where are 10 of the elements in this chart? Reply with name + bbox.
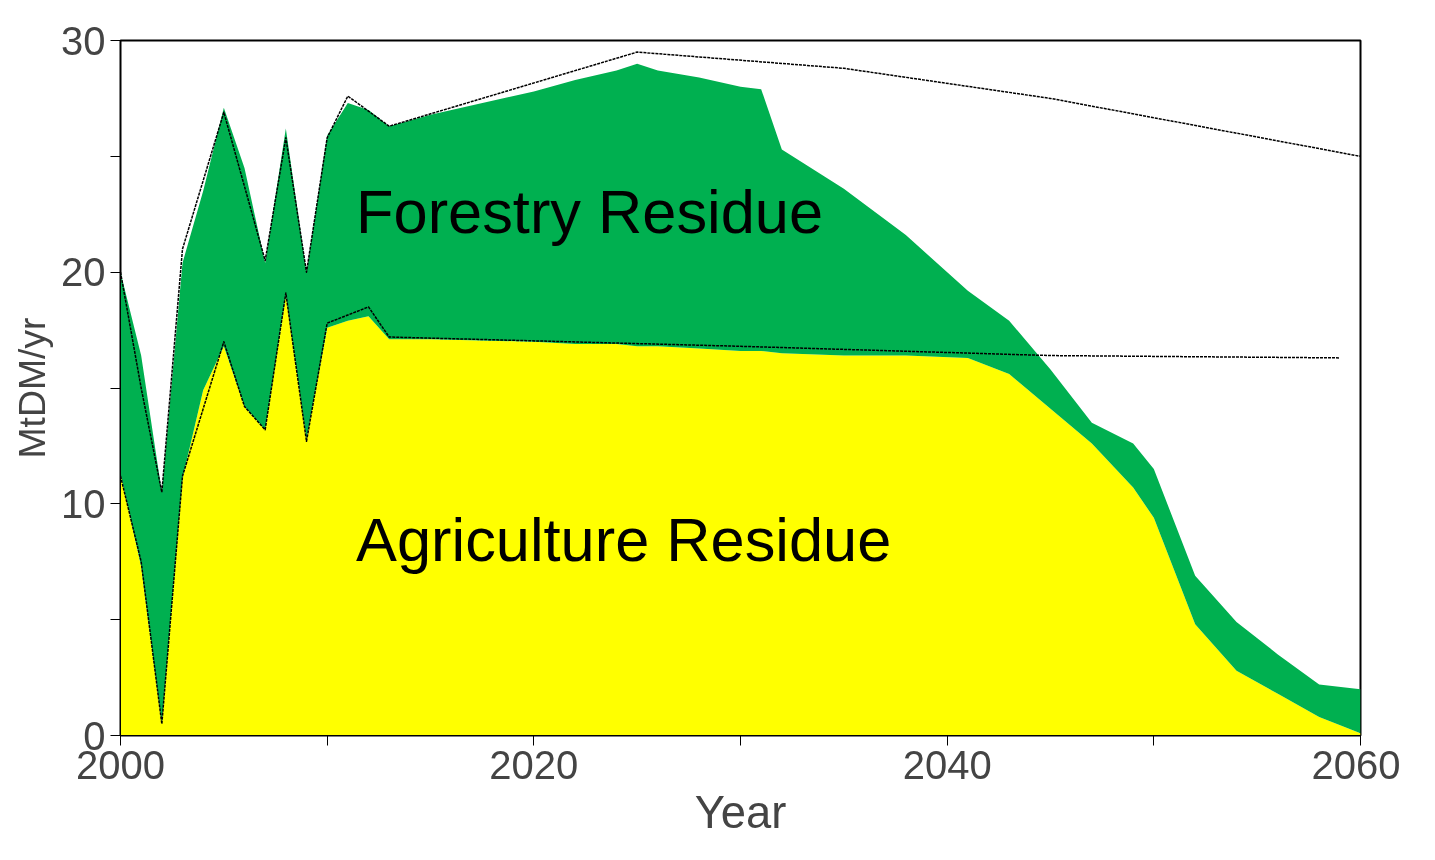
y-axis-title: MtDM/yr [11,317,54,459]
y-tick-label: 10 [61,481,106,526]
x-axis-title: Year [694,786,787,838]
series-label: Forestry Residue [356,177,824,247]
series-label: Agriculture Residue [356,505,892,575]
x-tick-label: 2040 [902,742,992,787]
x-tick-label: 2020 [489,742,579,787]
y-tick-label: 20 [61,250,106,295]
y-tick-label: 30 [61,18,106,63]
x-tick-label: 2060 [1311,742,1401,787]
